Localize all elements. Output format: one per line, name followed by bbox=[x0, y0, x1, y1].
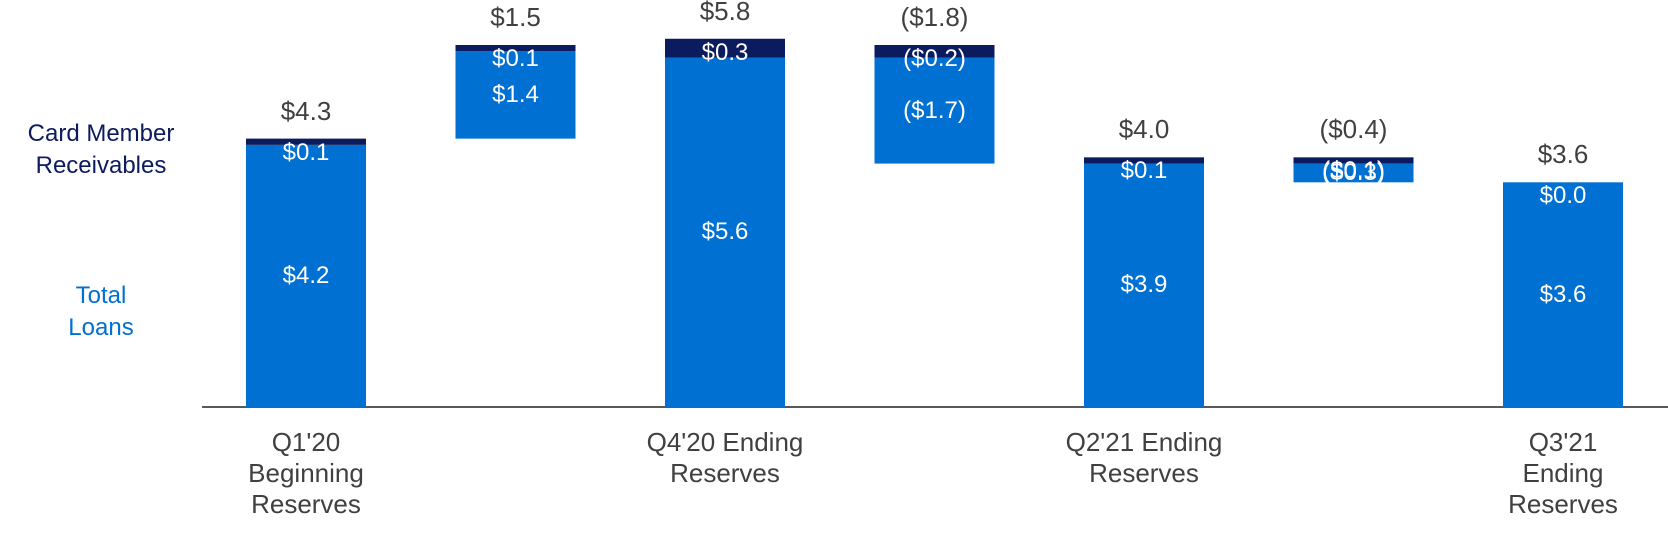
loans-bar bbox=[1503, 182, 1623, 407]
receivables-bar bbox=[1293, 157, 1414, 164]
segment-label: ($0.1) bbox=[1322, 157, 1385, 185]
segment-label: $1.4 bbox=[492, 80, 539, 108]
loans-bar bbox=[455, 51, 576, 139]
total-label: $4.0 bbox=[1118, 114, 1170, 145]
receivables-bar bbox=[665, 38, 785, 58]
loans-bar bbox=[665, 57, 785, 407]
segment-label: ($0.3) bbox=[1322, 158, 1385, 186]
total-label: $3.6 bbox=[1537, 139, 1589, 170]
total-label: $5.8 bbox=[699, 0, 751, 26]
segment-label: ($0.2) bbox=[903, 45, 966, 72]
receivables-bar bbox=[1084, 157, 1204, 164]
loans-bar bbox=[874, 57, 995, 164]
loans-bar bbox=[1293, 163, 1414, 183]
receivables-bar bbox=[455, 45, 576, 52]
receivables-bar bbox=[874, 45, 995, 58]
segment-label: $5.6 bbox=[701, 218, 749, 246]
x-tick-label: Q2'21 Ending Reserves bbox=[1065, 427, 1223, 488]
total-label: $1.5 bbox=[490, 2, 541, 32]
segment-label: $0.1 bbox=[492, 45, 539, 72]
x-tick-label: Q1'20 Beginning Reserves bbox=[248, 427, 364, 519]
segment-label: $4.2 bbox=[282, 261, 330, 289]
x-tick-label: Q4'20 Ending Reserves bbox=[646, 427, 804, 488]
loans-bar bbox=[1084, 163, 1204, 407]
legend-card-member: Card Member Receivables bbox=[27, 120, 175, 179]
loans-bar bbox=[246, 144, 366, 408]
receivables-bar bbox=[246, 138, 366, 145]
segment-label: $0.0 bbox=[1539, 182, 1587, 210]
total-label: $4.3 bbox=[280, 95, 332, 126]
segment-label: $0.1 bbox=[282, 138, 330, 166]
segment-label: $3.9 bbox=[1120, 271, 1168, 299]
total-label: ($0.4) bbox=[1319, 114, 1388, 145]
legend-total-loans: Total Loans bbox=[68, 282, 134, 341]
segment-label: ($1.7) bbox=[903, 96, 966, 124]
x-tick-label: Q3'21 Ending Reserves bbox=[1508, 427, 1618, 519]
segment-label: $0.1 bbox=[1120, 157, 1168, 185]
segment-label: $0.3 bbox=[701, 38, 749, 66]
segment-label: $3.6 bbox=[1539, 280, 1587, 308]
total-label: ($1.8) bbox=[900, 2, 969, 32]
